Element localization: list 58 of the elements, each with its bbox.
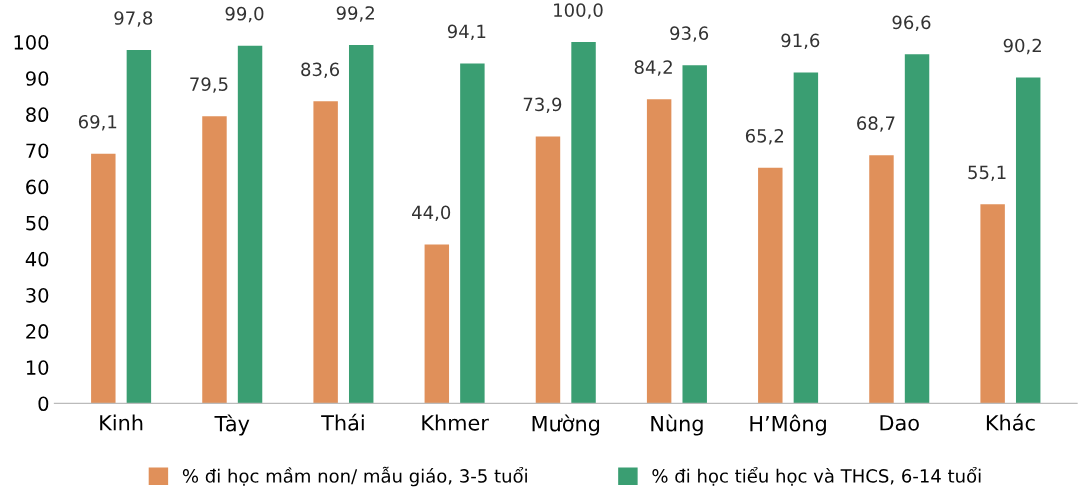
y-tick-label: 10 [26, 360, 49, 375]
data-label: 90,2 [1003, 38, 1041, 55]
y-tick-label: 80 [26, 107, 49, 123]
y-tick-label: 60 [26, 179, 49, 195]
x-tick-label: H’Mông [750, 414, 826, 436]
data-label: 83,6 [301, 62, 340, 78]
data-label: 73,9 [523, 97, 562, 114]
bar [1015, 77, 1041, 404]
bar [904, 54, 930, 404]
bar [758, 167, 783, 404]
bar [535, 136, 561, 404]
data-label: 100,0 [554, 3, 603, 19]
bar [237, 45, 263, 404]
bar [793, 72, 819, 404]
legend-label: % đi học mầm non/ mẫu giáo, 3-5 tuổi [182, 466, 527, 487]
data-label: 94,1 [447, 24, 486, 41]
bar [313, 101, 338, 404]
y-tick-label: 100 [14, 35, 49, 50]
y-tick-label: 20 [26, 324, 49, 339]
data-label: 96,6 [892, 15, 931, 32]
bar [869, 155, 894, 404]
x-tick-label: Thái [321, 413, 364, 431]
data-label: 99,2 [336, 6, 374, 22]
x-tick-label: Dao [880, 415, 919, 431]
y-tick-label: 30 [26, 287, 49, 303]
data-label: 84,2 [634, 60, 672, 76]
data-label: 65,2 [745, 128, 784, 145]
y-tick-label: 70 [26, 143, 49, 159]
bar [348, 44, 374, 404]
data-label: 97,8 [114, 11, 153, 27]
x-tick-label: Nùng [651, 414, 703, 436]
data-label: 91,6 [781, 33, 820, 50]
y-tick-label: 90 [26, 71, 49, 86]
bar [646, 99, 672, 404]
bar [980, 204, 1005, 404]
y-tick-label: 40 [25, 251, 49, 267]
bar [682, 65, 707, 404]
bar [202, 116, 227, 404]
data-label: 99,0 [225, 6, 264, 23]
data-label: 79,5 [190, 77, 228, 93]
data-label: 69,1 [78, 114, 117, 131]
data-label: 93,6 [670, 26, 709, 42]
bar [126, 50, 152, 404]
x-tick-label: Kinh [100, 414, 143, 431]
data-label: 44,0 [412, 205, 451, 222]
x-tick-label: Khác [986, 413, 1035, 431]
y-tick-label: 0 [38, 396, 49, 412]
x-tick-label: Tày [214, 414, 250, 436]
bar [91, 153, 116, 404]
data-label: 68,7 [857, 116, 895, 132]
y-tick-label: 50 [26, 215, 49, 231]
x-tick-label: Khmer [422, 414, 489, 431]
bar [424, 244, 450, 404]
bar [460, 63, 485, 404]
bar [571, 42, 596, 404]
legend-label: % đi học tiểu học và THCS, 6-14 tuổi [652, 466, 981, 486]
x-tick-label: Mường [532, 414, 600, 436]
data-label: 55,1 [968, 165, 1006, 181]
